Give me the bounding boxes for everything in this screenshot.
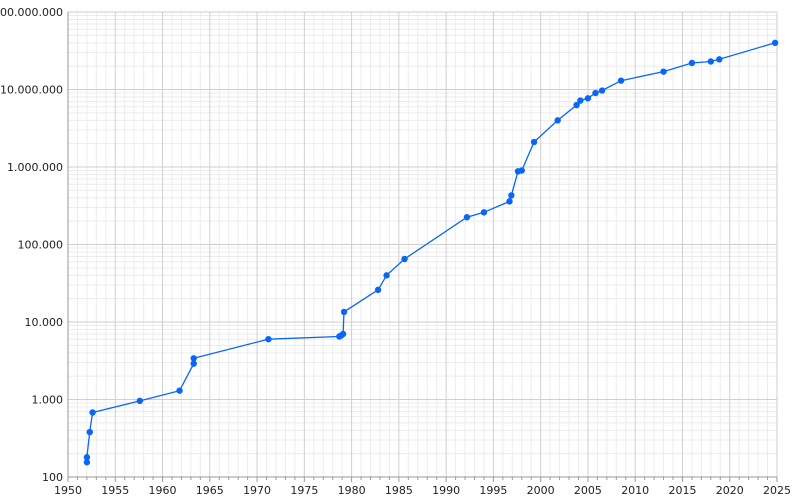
data-point xyxy=(508,192,515,199)
grid xyxy=(67,11,778,478)
data-point xyxy=(463,214,471,221)
data-point xyxy=(506,198,513,205)
data-point xyxy=(480,209,488,216)
data-point xyxy=(339,330,347,338)
x-tick-label: 1960 xyxy=(149,484,177,497)
x-tick-label: 2015 xyxy=(668,484,696,497)
data-point xyxy=(617,77,625,84)
data-point xyxy=(592,89,599,97)
y-tick-label: 10.000.000 xyxy=(0,84,63,97)
x-tick-label: 1995 xyxy=(479,484,507,497)
data-point xyxy=(89,409,96,416)
x-tick-label: 1975 xyxy=(290,484,318,497)
data-point xyxy=(190,355,197,362)
y-tick-label: 100.000 xyxy=(18,239,64,252)
data-point xyxy=(554,117,561,124)
y-tick-label: 1.000 xyxy=(32,394,64,407)
data-point xyxy=(688,59,696,67)
data-point xyxy=(584,95,592,102)
data-point xyxy=(374,286,382,294)
data-point xyxy=(598,87,606,94)
tick-labels: 100 1.000 10.000 100.000 1.000.000 10.000.000… xyxy=(0,6,791,497)
y-tick-label: 10.000 xyxy=(25,316,64,329)
data-point xyxy=(265,335,272,343)
data-point xyxy=(577,97,584,104)
data-point xyxy=(340,308,348,316)
y-tick-label: 100.000.000 xyxy=(0,6,63,19)
data-point xyxy=(771,39,779,47)
data-point xyxy=(176,387,183,394)
data-point xyxy=(190,360,197,367)
y-tick-label: 100 xyxy=(42,471,63,484)
data-point xyxy=(401,255,408,263)
x-tick-label: 1985 xyxy=(385,484,413,497)
data-point xyxy=(83,459,91,466)
data-point xyxy=(707,58,715,65)
data-point xyxy=(83,454,91,461)
y-tick-label: 1.000.000 xyxy=(7,161,63,174)
x-tick-label: 2020 xyxy=(716,484,744,497)
data-point xyxy=(518,167,525,174)
x-tick-label: 1970 xyxy=(243,484,271,497)
x-tick-label: 1950 xyxy=(54,484,82,497)
x-tick-label: 2010 xyxy=(621,484,649,497)
data-point xyxy=(530,138,538,146)
x-tick-label: 1955 xyxy=(101,484,129,497)
axes xyxy=(67,12,778,482)
data-point xyxy=(383,272,390,279)
data-series xyxy=(83,39,779,466)
data-point xyxy=(573,101,580,109)
x-tick-label: 1990 xyxy=(432,484,460,497)
data-point xyxy=(716,56,723,63)
x-tick-label: 2000 xyxy=(527,484,555,497)
x-tick-label: 2025 xyxy=(763,484,791,497)
data-point xyxy=(660,68,667,75)
x-tick-label: 1965 xyxy=(196,484,224,497)
x-tick-label: 2005 xyxy=(574,484,602,497)
x-tick-label: 1980 xyxy=(338,484,366,497)
data-point xyxy=(136,397,144,405)
data-point xyxy=(86,428,93,436)
